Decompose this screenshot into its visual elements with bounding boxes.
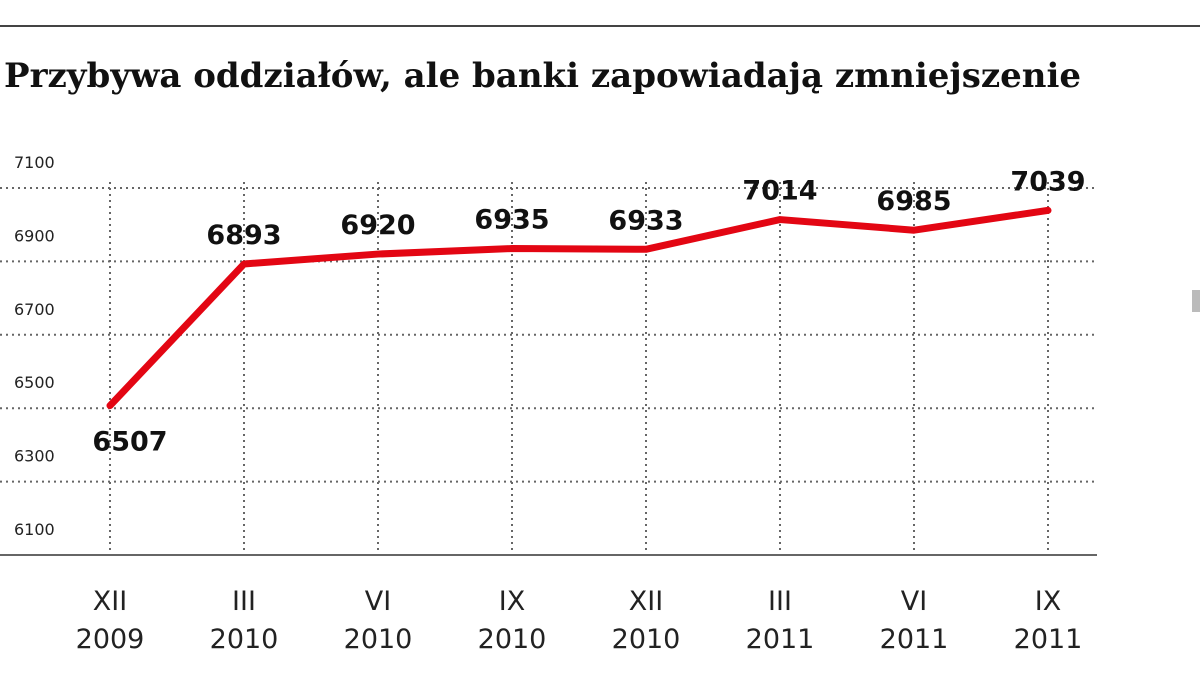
top-rule [0, 25, 1200, 27]
cropped-legend-mark [1192, 290, 1200, 312]
x-tick-label-month: VI [365, 586, 391, 617]
y-tick-label: 6900 [14, 226, 55, 245]
x-tick-label-month: III [232, 586, 256, 617]
data-label: 6507 [92, 427, 167, 458]
data-label: 6920 [340, 210, 415, 241]
x-axis-ticks: XII 2009 III 2010 VI 2010 IX 2010 XII 2010 III 2011… [76, 586, 1083, 655]
x-tick-label-year: 2009 [76, 624, 145, 655]
x-tick-label-year: 2010 [344, 624, 413, 655]
x-tick-label-month: XII [629, 586, 663, 617]
x-tick-label-year: 2011 [1014, 624, 1083, 655]
x-tick-label-year: 2011 [880, 624, 949, 655]
x-tick-label-month: IX [499, 586, 525, 617]
cropped-legend-edge [1192, 290, 1200, 312]
data-label: 6893 [206, 220, 281, 251]
x-tick-label-year: 2011 [746, 624, 815, 655]
x-tick-label-month: VI [901, 586, 927, 617]
y-tick-label: 6100 [14, 520, 55, 539]
data-label: 7014 [742, 176, 817, 207]
y-axis-ticks: 6100 6300 6500 6700 6900 7100 [14, 153, 55, 539]
data-label: 6935 [474, 205, 549, 236]
chart-title: Przybywa oddziałów, ale banki zapowiadaj… [4, 56, 1082, 96]
y-tick-label: 7100 [14, 153, 55, 172]
y-tick-label: 6500 [14, 373, 55, 392]
x-tick-label-year: 2010 [210, 624, 279, 655]
x-tick-label-year: 2010 [478, 624, 547, 655]
y-tick-label: 6300 [14, 447, 55, 466]
data-label: 6933 [608, 205, 683, 236]
y-tick-label: 6700 [14, 300, 55, 319]
x-tick-label-month: IX [1035, 586, 1061, 617]
series-line [106, 206, 1052, 410]
data-labels: 6507 6893 6920 6935 6933 7014 6985 7039 [92, 166, 1085, 457]
data-label: 6985 [876, 186, 951, 217]
x-tick-label-month: XII [93, 586, 127, 617]
x-tick-label-month: III [768, 586, 792, 617]
data-label: 7039 [1010, 166, 1085, 197]
x-tick-label-year: 2010 [612, 624, 681, 655]
grid-layer [0, 182, 1097, 556]
series-layer [106, 206, 1052, 410]
